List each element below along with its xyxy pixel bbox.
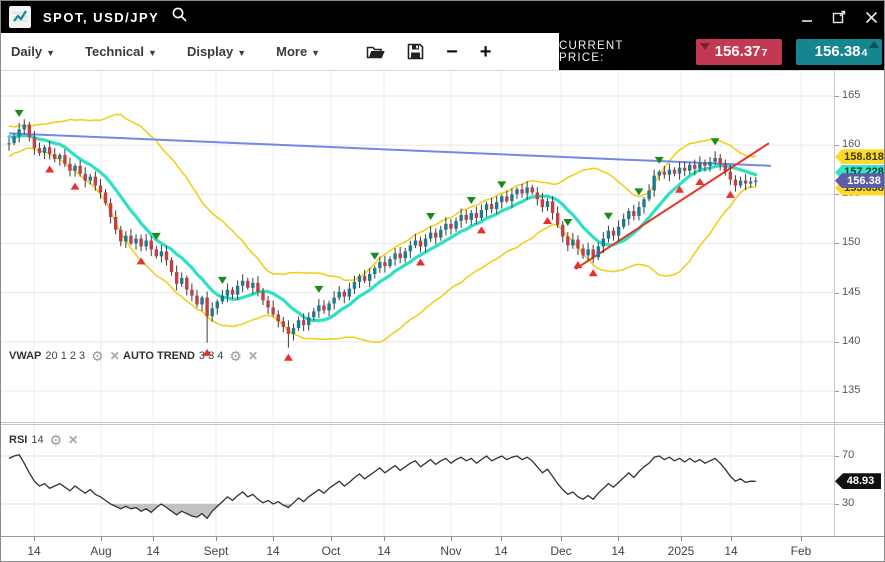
time-tick-mark xyxy=(731,537,732,541)
time-tick-label: 14 xyxy=(266,544,280,558)
rsi-legend: RSI 14 ⚙ ✕ xyxy=(9,433,78,447)
time-tick-label: Dec xyxy=(550,544,572,558)
time-tick-label: 14 xyxy=(494,544,508,558)
close-indicator-icon[interactable]: ✕ xyxy=(109,349,120,363)
time-tick-mark xyxy=(451,537,452,541)
time-tick-mark xyxy=(681,537,682,541)
price-tick-label: 160 xyxy=(834,138,861,151)
gear-icon[interactable]: ⚙ xyxy=(91,348,104,364)
vwap-legend-name: VWAP xyxy=(9,350,42,362)
time-tick-mark xyxy=(561,537,562,541)
auto-trend-legend-name: AUTO TREND xyxy=(123,350,195,362)
time-tick-label: Feb xyxy=(790,544,812,558)
time-tick-mark xyxy=(618,537,619,541)
ask-price-badge: 156.38 4 xyxy=(796,38,882,65)
price-tick-label: 165 xyxy=(834,89,861,101)
panel-divider[interactable] xyxy=(1,422,884,425)
time-tick-mark xyxy=(216,537,217,541)
bid-price-badge: 156.37 7 xyxy=(696,38,782,65)
price-tag: 158.818 xyxy=(835,149,884,165)
time-axis[interactable]: 14 Aug 14 Sept 14 Oct 14 Nov 14 Dec 14 2025 14 Feb xyxy=(1,536,884,561)
price-tick-label: 140 xyxy=(834,334,861,347)
time-tick-mark xyxy=(331,537,332,541)
auto-trend-legend: AUTO TREND 3 3 4 ⚙ ✕ xyxy=(123,349,258,363)
price-tick-label: 135 xyxy=(834,383,861,396)
time-tick-mark xyxy=(34,537,35,541)
time-tick-label: Aug xyxy=(90,544,112,558)
zoom-in-icon[interactable]: + xyxy=(479,40,492,63)
chevron-down-icon: ▼ xyxy=(46,48,55,58)
rsi-value-tag: 48.93 xyxy=(835,473,881,490)
vwap-legend-params: 20 1 2 3 xyxy=(45,350,86,362)
chart-line-icon xyxy=(13,10,27,22)
main-price-chart[interactable] xyxy=(1,71,834,422)
open-file-icon[interactable] xyxy=(366,44,385,60)
popout-icon[interactable] xyxy=(830,8,848,26)
close-indicator-icon[interactable]: ✕ xyxy=(68,433,79,447)
zoom-out-icon[interactable]: − xyxy=(446,40,458,63)
time-tick-mark xyxy=(153,537,154,541)
time-tick-mark xyxy=(384,537,385,541)
arrow-down-icon xyxy=(700,42,710,50)
auto-trend-legend-params: 3 3 4 xyxy=(198,350,224,362)
arrow-up-icon xyxy=(869,40,879,48)
chevron-down-icon: ▼ xyxy=(237,48,247,58)
rsi-tick-label: 30 xyxy=(834,497,855,509)
chevron-down-icon: ▼ xyxy=(311,48,321,58)
time-tick-label: 14 xyxy=(146,544,160,558)
vwap-legend: VWAP 20 1 2 3 ⚙ ✕ xyxy=(9,349,120,363)
gear-icon[interactable]: ⚙ xyxy=(49,432,63,448)
rsi-panel-chart[interactable] xyxy=(1,425,834,536)
time-tick-label: 14 xyxy=(27,544,41,558)
time-tick-label: 14 xyxy=(724,544,738,558)
time-tick-label: 14 xyxy=(377,544,391,558)
time-tick-mark xyxy=(101,537,102,541)
search-icon[interactable] xyxy=(171,6,188,28)
gear-icon[interactable]: ⚙ xyxy=(229,348,242,364)
rsi-tick-label: 70 xyxy=(834,449,855,461)
rsi-legend-params: 14 xyxy=(31,434,44,446)
menu-more[interactable]: More ▼ xyxy=(276,44,321,59)
title-bar: SPOT, USD/JPY xyxy=(1,1,884,33)
time-tick-label: 14 xyxy=(611,544,625,558)
close-indicator-icon[interactable]: ✕ xyxy=(247,349,259,363)
page-title: SPOT, USD/JPY xyxy=(43,9,160,25)
chart-area: 165160155150145140135158.818155.638157.2… xyxy=(1,71,884,561)
close-icon[interactable] xyxy=(862,8,880,26)
chevron-down-icon: ▼ xyxy=(148,48,157,58)
time-tick-mark xyxy=(273,537,274,541)
bid-price-value: 156.37 xyxy=(714,42,761,60)
time-tick-mark xyxy=(501,537,502,541)
time-tick-label: 2025 xyxy=(667,544,695,558)
toolbar-menus: Daily ▼ Technical ▼ Display ▼ More ▼ − + xyxy=(1,33,559,70)
time-tick-label: Sept xyxy=(203,544,229,558)
window-controls xyxy=(798,1,880,33)
rsi-legend-name: RSI xyxy=(9,434,28,446)
menu-technical[interactable]: Technical ▼ xyxy=(85,44,157,59)
price-tick-label: 145 xyxy=(834,285,861,298)
time-tick-mark xyxy=(801,537,802,541)
toolbar: Daily ▼ Technical ▼ Display ▼ More ▼ − + xyxy=(1,33,884,71)
ask-price-value: 156.38 xyxy=(814,42,861,60)
time-tick-label: Nov xyxy=(440,544,462,558)
price-tag: 156.38 xyxy=(835,173,884,189)
menu-timeframe[interactable]: Daily ▼ xyxy=(11,44,55,59)
app-logo xyxy=(9,6,31,28)
menu-display[interactable]: Display ▼ xyxy=(186,44,247,59)
minimize-icon[interactable] xyxy=(798,8,816,26)
current-price-bar: CURRENT PRICE: 156.37 7 156.38 4 xyxy=(559,33,884,70)
price-axis[interactable]: 165160155150145140135158.818155.638157.2… xyxy=(834,71,884,536)
save-icon[interactable] xyxy=(407,43,424,60)
current-price-label: CURRENT PRICE: xyxy=(559,39,624,64)
time-tick-label: Oct xyxy=(321,544,341,558)
price-tick-label: 150 xyxy=(834,236,861,249)
